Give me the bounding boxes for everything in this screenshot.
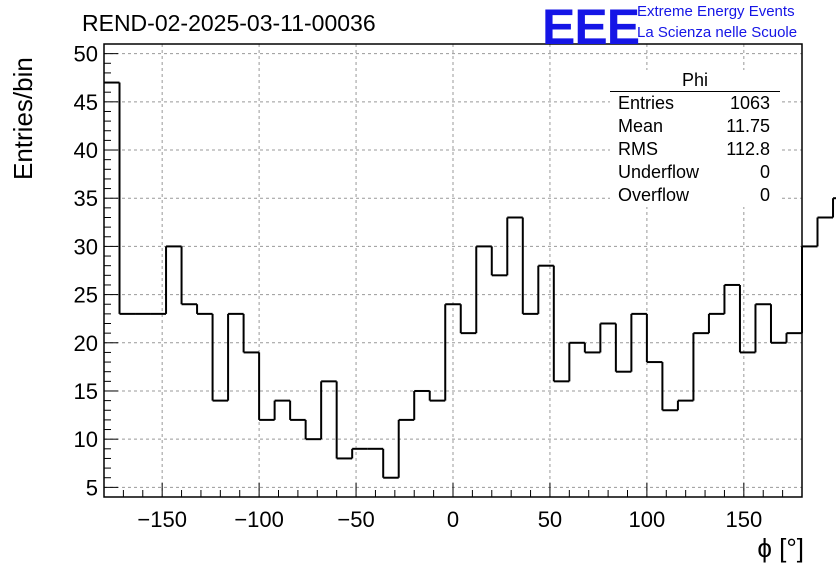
x-axis-label: ϕ [°] — [757, 533, 804, 563]
stats-value: 112.8 — [726, 139, 770, 159]
stats-title: Phi — [610, 70, 780, 92]
stats-label: Underflow — [618, 162, 700, 182]
logo-text-line2: La Scienza nelle Scuole — [637, 24, 798, 41]
y-axis-label: Entries/bin — [8, 57, 38, 180]
stats-label: Overflow — [618, 185, 690, 205]
x-tick-label: −50 — [337, 507, 374, 532]
y-tick-label: 40 — [74, 138, 98, 163]
y-tick-label: 45 — [74, 90, 98, 115]
x-tick-label: 50 — [538, 507, 562, 532]
x-tick-label: 150 — [725, 507, 762, 532]
logo-text-line1: Extreme Energy Events — [637, 3, 795, 20]
stats-value: 0 — [759, 162, 770, 182]
stats-value: 11.75 — [726, 116, 770, 136]
stats-label: Entries — [618, 93, 675, 113]
x-tick-label: 100 — [629, 507, 666, 532]
x-tick-label: −100 — [234, 507, 284, 532]
chart-title: REND-02-2025-03-11-00036 — [82, 10, 376, 36]
y-tick-label: 30 — [74, 234, 98, 259]
x-tick-label: −150 — [137, 507, 187, 532]
stats-label: RMS — [618, 139, 658, 159]
stats-row-rms: RMS 112.8 — [610, 138, 780, 161]
y-tick-label: 15 — [74, 379, 98, 404]
y-tick-label: 25 — [74, 283, 98, 308]
y-tick-label: 50 — [74, 42, 98, 67]
y-tick-label: 5 — [86, 475, 98, 500]
stats-value: 0 — [759, 185, 770, 205]
stats-label: Mean — [618, 116, 664, 136]
stats-box: Phi Entries 1063 Mean 11.75 RMS 112.8 Underflo… — [610, 70, 780, 207]
y-tick-label: 35 — [74, 186, 98, 211]
stats-value: 1063 — [729, 93, 770, 113]
stats-row-mean: Mean 11.75 — [610, 115, 780, 138]
y-tick-label: 20 — [74, 331, 98, 356]
stats-row-entries: Entries 1063 — [610, 92, 780, 115]
y-tick-label: 10 — [74, 427, 98, 452]
eee-logo: EEE — [542, 0, 640, 55]
x-tick-label: 0 — [447, 507, 459, 532]
stats-row-underflow: Underflow 0 — [610, 161, 780, 184]
stats-row-overflow: Overflow 0 — [610, 184, 780, 207]
